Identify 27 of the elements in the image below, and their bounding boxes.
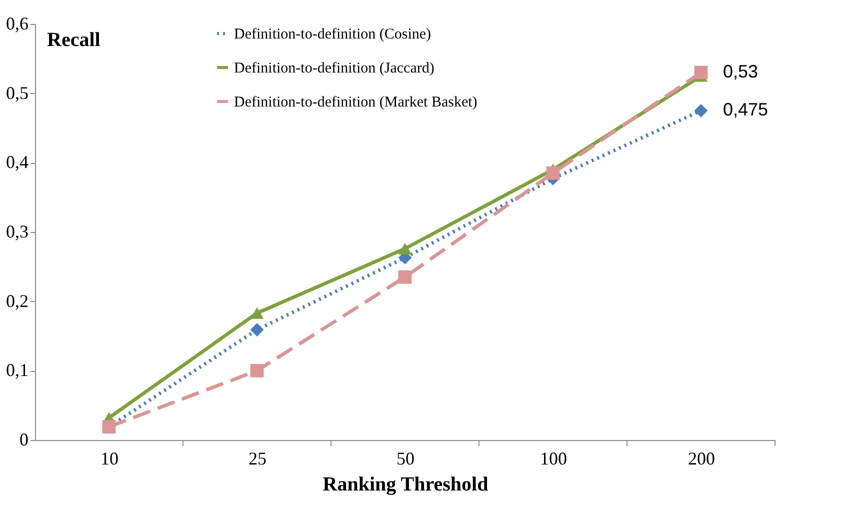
x-tick-label: 200 xyxy=(688,448,715,468)
y-tick-label: 0,6 xyxy=(6,14,28,34)
legend-label: Definition-to-definition (Cosine) xyxy=(234,26,432,42)
point xyxy=(694,104,708,118)
x-tick-label: 10 xyxy=(100,448,118,468)
y-tick-label: 0,2 xyxy=(6,290,28,311)
point xyxy=(250,364,264,378)
y-tick-label: 0,3 xyxy=(6,222,28,242)
point xyxy=(546,166,560,180)
y-tick-label: 0 xyxy=(20,430,28,450)
point xyxy=(398,242,412,254)
point xyxy=(694,66,708,80)
x-tick-label: 100 xyxy=(540,448,567,468)
x-axis-title: Ranking Threshold xyxy=(322,474,488,496)
y-axis-title: Recall xyxy=(47,29,101,51)
y-tick-label: 0,4 xyxy=(6,152,28,172)
x-tick-label: 50 xyxy=(396,448,414,468)
point xyxy=(250,323,264,336)
legend-label: Definition-to-definition (Jaccard) xyxy=(234,60,434,76)
legend-label: Definition-to-definition (Market Basket) xyxy=(234,94,478,110)
point xyxy=(398,270,412,284)
y-tick-label: 0,5 xyxy=(6,82,28,103)
point xyxy=(250,307,264,319)
y-tick-label: 0,1 xyxy=(6,360,28,380)
data-label: 0,475 xyxy=(723,100,768,120)
x-tick-label: 25 xyxy=(248,448,266,468)
data-label: 0,53 xyxy=(723,62,758,82)
